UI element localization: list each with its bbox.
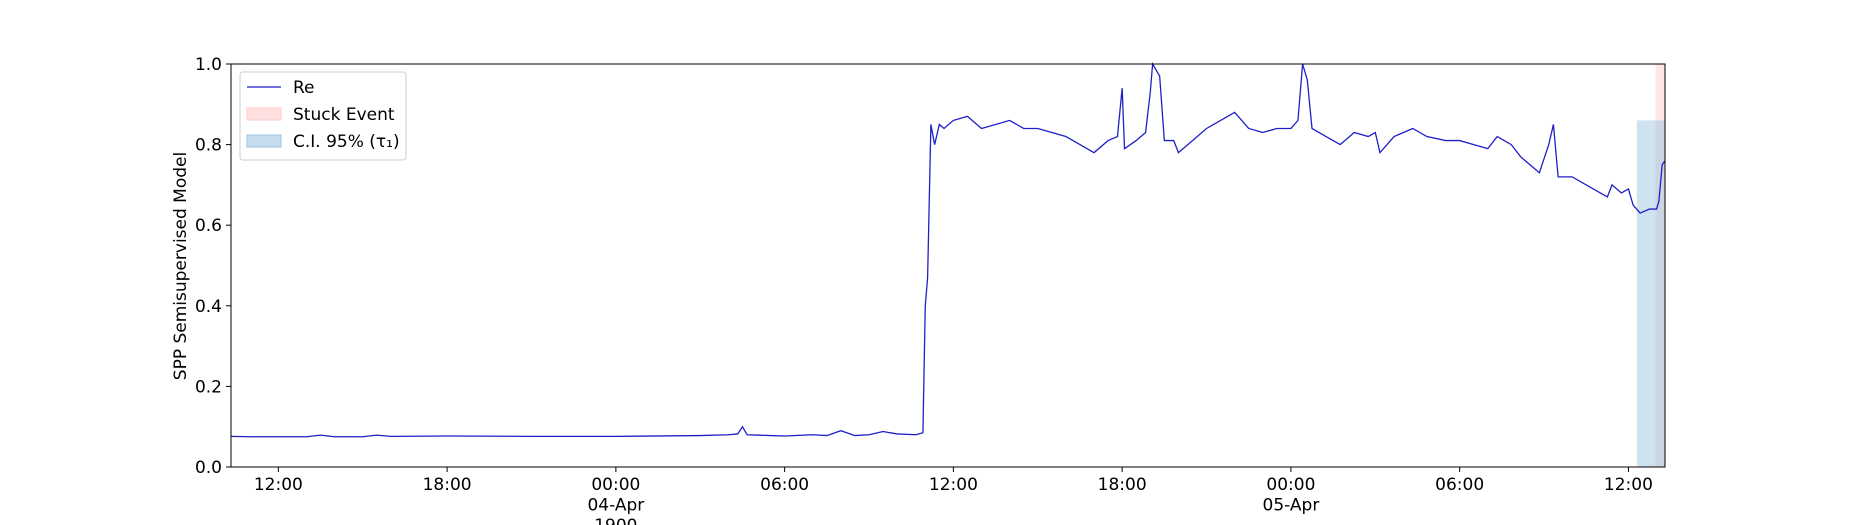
y-tick-label: 0.4 <box>195 297 222 317</box>
x-tick-label: 00:00 05-Apr <box>1263 475 1320 515</box>
data-line <box>231 61 1666 438</box>
x-tick-label: 12:00 <box>254 475 303 495</box>
y-tick-label: 0.2 <box>195 377 222 397</box>
band <box>1636 120 1665 468</box>
y-axis-label: SPP Semisupervised Model <box>171 152 191 380</box>
y-tick-label: 0.0 <box>195 458 222 478</box>
legend-label: Stuck Event <box>293 105 395 125</box>
x-tick-label: 06:00 <box>760 475 809 495</box>
plot-frame <box>230 63 1666 468</box>
y-tick-label: 0.8 <box>195 136 222 156</box>
y-tick-label: 0.6 <box>195 216 222 236</box>
legend-label: C.I. 95% (τ₁) <box>293 132 400 152</box>
x-tick-label: 06:00 <box>1435 475 1484 495</box>
legend-swatch <box>246 107 282 121</box>
x-tick-label: 18:00 <box>423 475 472 495</box>
x-tick-label: 12:00 <box>1604 475 1653 495</box>
x-tick-label: 18:00 <box>1098 475 1147 495</box>
y-tick-label: 1.0 <box>195 55 222 75</box>
legend: Re Stuck Event C.I. 95% (τ₁) <box>239 71 407 161</box>
x-tick-label: 12:00 <box>929 475 978 495</box>
legend-label: Re <box>293 78 315 98</box>
legend-swatch <box>246 134 282 148</box>
